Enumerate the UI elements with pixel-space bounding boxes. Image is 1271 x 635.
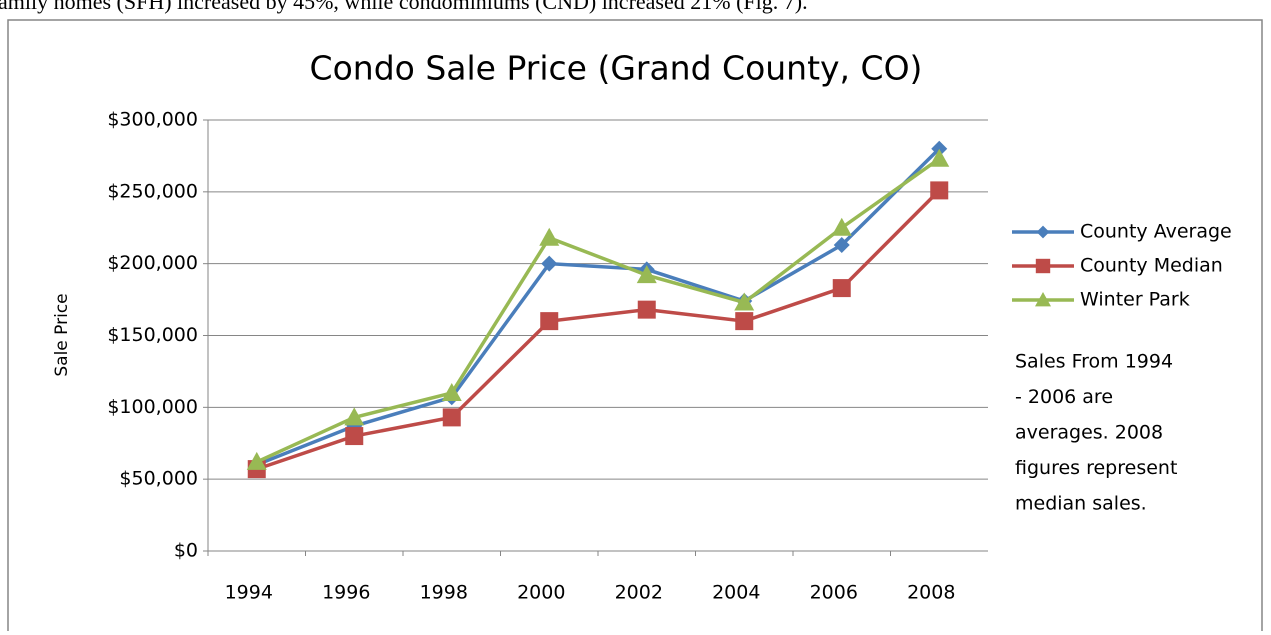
marker bbox=[541, 255, 558, 272]
marker bbox=[734, 292, 755, 311]
chart-title: Condo Sale Price (Grand County, CO) bbox=[310, 49, 923, 88]
y-axis-label: Sale Price bbox=[52, 293, 72, 376]
marker bbox=[735, 312, 754, 331]
y-tick-label: $0 bbox=[174, 540, 198, 562]
annotation: figures represent bbox=[1015, 457, 1177, 479]
x-tick-label: 1994 bbox=[225, 582, 273, 604]
y-tick-label: $250,000 bbox=[107, 180, 198, 202]
legend-label: Winter Park bbox=[1080, 289, 1190, 311]
annotation: median sales. bbox=[1015, 493, 1147, 515]
marker bbox=[1035, 258, 1051, 274]
series-line bbox=[256, 157, 941, 464]
annotation: Sales From 1994 bbox=[1015, 351, 1173, 373]
y-tick-label: $200,000 bbox=[107, 252, 198, 274]
marker bbox=[441, 382, 462, 401]
marker bbox=[831, 217, 852, 236]
legend-label: County Average bbox=[1080, 221, 1232, 243]
x-tick-label: 2004 bbox=[712, 582, 760, 604]
x-tick-label: 1996 bbox=[322, 582, 370, 604]
y-tick-label: $300,000 bbox=[107, 109, 198, 131]
marker bbox=[1035, 292, 1051, 307]
marks bbox=[246, 140, 950, 479]
marker bbox=[442, 408, 461, 427]
marker bbox=[345, 427, 364, 446]
marker bbox=[1036, 225, 1050, 239]
y-tick-label: $100,000 bbox=[107, 396, 198, 418]
marker bbox=[931, 140, 948, 157]
x-tick-label: 1998 bbox=[420, 582, 468, 604]
marker bbox=[930, 181, 949, 200]
annotation: averages. 2008 bbox=[1015, 422, 1163, 444]
marker bbox=[540, 312, 559, 331]
marker bbox=[246, 451, 267, 470]
marker bbox=[636, 265, 657, 284]
marker bbox=[539, 227, 560, 246]
x-tick-label: 2006 bbox=[810, 582, 858, 604]
x-tick-label: 2000 bbox=[517, 582, 565, 604]
series-line bbox=[256, 147, 941, 467]
marker bbox=[929, 148, 950, 167]
marker bbox=[832, 279, 851, 298]
page-caption: amily homes (SFH) increased by 45%, whil… bbox=[0, 0, 808, 14]
chart-frame bbox=[7, 19, 1263, 635]
y-tick-label: $50,000 bbox=[119, 468, 198, 490]
marker bbox=[637, 300, 656, 319]
x-tick-label: 2008 bbox=[907, 582, 955, 604]
marker bbox=[833, 236, 850, 253]
y-tick-label: $150,000 bbox=[107, 324, 198, 346]
legend-label: County Median bbox=[1080, 255, 1223, 277]
x-tick-label: 2002 bbox=[615, 582, 663, 604]
grid bbox=[203, 119, 988, 556]
annotation: - 2006 are bbox=[1015, 386, 1113, 408]
marker bbox=[344, 407, 365, 426]
series-line bbox=[256, 189, 941, 471]
